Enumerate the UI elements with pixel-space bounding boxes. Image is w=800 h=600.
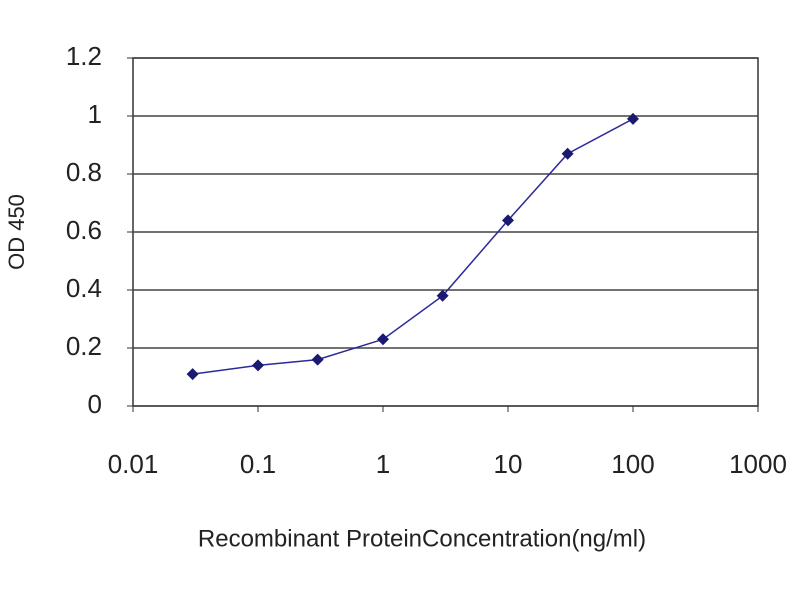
x-tick-label: 0.01 bbox=[108, 449, 159, 479]
data-point bbox=[561, 147, 574, 160]
data-point bbox=[627, 112, 639, 125]
x-tick-label: 1000 bbox=[729, 449, 787, 479]
y-tick-label: 1 bbox=[88, 99, 102, 129]
data-point bbox=[186, 368, 199, 381]
data-line bbox=[192, 118, 634, 375]
data-point bbox=[502, 214, 514, 227]
x-tick-label: 10 bbox=[494, 449, 523, 479]
x-axis-label: Recombinant ProteinConcentration(ng/ml) bbox=[198, 525, 646, 552]
data-point bbox=[252, 359, 264, 372]
data-point bbox=[377, 333, 389, 346]
data-point bbox=[311, 353, 324, 366]
y-tick-label: 0.2 bbox=[66, 331, 102, 361]
y-tick-label: 0.4 bbox=[66, 273, 102, 303]
x-tick-label: 100 bbox=[611, 449, 654, 479]
data-point bbox=[436, 289, 449, 302]
y-tick-label: 1.2 bbox=[66, 41, 102, 71]
y-tick-label: 0.8 bbox=[66, 157, 102, 187]
x-tick-label: 1 bbox=[376, 449, 390, 479]
y-tick-label: 0.6 bbox=[66, 215, 102, 245]
y-tick-label: 0 bbox=[88, 389, 102, 419]
y-axis-label: OD 450 bbox=[4, 194, 29, 270]
x-tick-label: 0.1 bbox=[240, 449, 276, 479]
